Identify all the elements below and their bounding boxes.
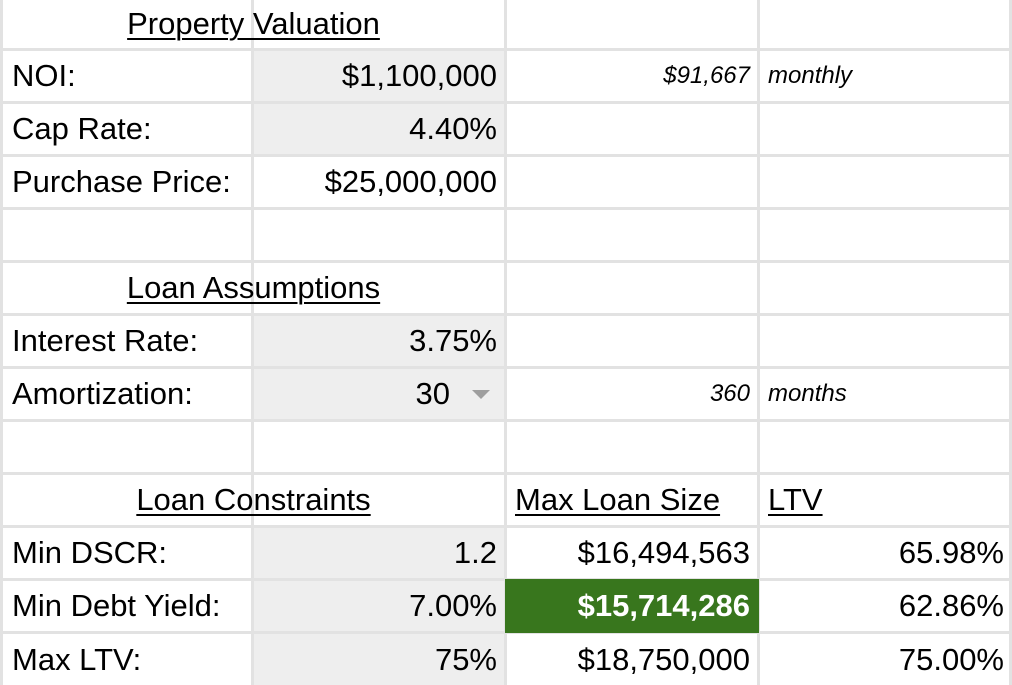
ltv-max-loan-cell[interactable]: $18,750,000	[507, 634, 757, 685]
amortization-months-label-cell[interactable]: months	[760, 369, 1009, 419]
ltv-ltv-cell[interactable]: 75.00%	[760, 634, 1012, 685]
noi-monthly-value: $91,667	[663, 62, 750, 89]
interest-rate-value: 3.75%	[409, 323, 497, 358]
noi-value: $1,100,000	[341, 58, 497, 93]
dscr-max-loan-value: $16,494,563	[577, 535, 750, 570]
dscr-ltv-cell[interactable]: 65.98%	[760, 528, 1012, 578]
amortization-months-value: 360	[709, 380, 750, 407]
max-ltv-input-cell[interactable]: 75%	[254, 634, 504, 685]
dscr-ltv-value: 65.98%	[898, 535, 1004, 570]
gridline	[0, 313, 1012, 316]
debt-yield-max-loan-value: $15,714,286	[577, 588, 750, 623]
noi-label-cell[interactable]: NOI:	[3, 51, 251, 101]
gridline	[0, 260, 1012, 263]
min-dscr-input-cell[interactable]: 1.2	[254, 528, 504, 578]
debt-yield-ltv-value: 62.86%	[898, 588, 1004, 623]
min-debt-yield-value: 7.00%	[409, 588, 497, 623]
amortization-value: 30	[415, 376, 450, 411]
property-valuation-header: Property Valuation	[127, 6, 380, 41]
ltv-ltv-value: 75.00%	[898, 641, 1004, 677]
gridline	[0, 419, 1012, 422]
debt-yield-ltv-cell[interactable]: 62.86%	[760, 581, 1012, 631]
interest-rate-input-cell[interactable]: 3.75%	[254, 316, 504, 366]
noi-monthly-label: monthly	[768, 62, 853, 89]
amortization-months-cell[interactable]: 360	[507, 369, 757, 419]
ltv-header-cell[interactable]: LTV	[760, 475, 1009, 525]
gridline	[0, 154, 1012, 157]
loan-assumptions-header-cell[interactable]: Loan Assumptions	[3, 263, 504, 313]
gridline	[0, 366, 1012, 369]
gridline	[0, 472, 1012, 475]
gridline	[757, 0, 760, 685]
min-debt-yield-label: Min Debt Yield:	[12, 588, 221, 623]
ltv-header: LTV	[768, 482, 823, 517]
cap-rate-label-cell[interactable]: Cap Rate:	[3, 104, 251, 154]
interest-rate-label: Interest Rate:	[12, 323, 199, 358]
purchase-price-value: $25,000,000	[324, 164, 497, 199]
purchase-price-cell[interactable]: $25,000,000	[254, 157, 504, 207]
noi-monthly-label-cell[interactable]: monthly	[760, 51, 1009, 101]
gridline	[0, 207, 1012, 210]
min-dscr-value: 1.2	[453, 535, 497, 570]
max-ltv-value: 75%	[434, 641, 497, 677]
noi-input-cell[interactable]: $1,100,000	[254, 51, 504, 101]
noi-monthly-cell[interactable]: $91,667	[507, 51, 757, 101]
max-loan-size-header: Max Loan Size	[515, 482, 721, 517]
max-ltv-label: Max LTV:	[12, 641, 142, 677]
gridline	[251, 0, 254, 685]
debt-yield-max-loan-highlight-cell[interactable]: $15,714,286	[505, 579, 759, 633]
amortization-label: Amortization:	[12, 376, 193, 411]
amortization-months-label: months	[768, 380, 847, 407]
gridline	[1009, 0, 1012, 685]
noi-label: NOI:	[12, 58, 76, 93]
purchase-price-label-cell[interactable]: Purchase Price:	[3, 157, 251, 207]
ltv-max-loan-value: $18,750,000	[577, 641, 750, 677]
min-dscr-label: Min DSCR:	[12, 535, 168, 570]
max-loan-size-header-cell[interactable]: Max Loan Size	[507, 475, 757, 525]
table-row-label-cell[interactable]: Max LTV:	[3, 634, 251, 685]
gridline	[0, 0, 3, 685]
gridline	[504, 0, 507, 685]
dscr-max-loan-cell[interactable]: $16,494,563	[507, 528, 757, 578]
chevron-down-icon[interactable]	[472, 389, 490, 399]
loan-assumptions-header: Loan Assumptions	[126, 270, 381, 305]
cap-rate-value: 4.40%	[409, 111, 497, 146]
amortization-label-cell[interactable]: Amortization:	[3, 369, 251, 419]
table-row-label-cell[interactable]: Min Debt Yield:	[3, 581, 251, 631]
loan-constraints-header-cell[interactable]: Loan Constraints	[3, 475, 504, 525]
gridline	[0, 48, 1012, 51]
loan-constraints-header: Loan Constraints	[136, 482, 371, 517]
property-valuation-header-cell[interactable]: Property Valuation	[3, 0, 504, 48]
gridline	[0, 101, 1012, 104]
min-debt-yield-input-cell[interactable]: 7.00%	[254, 581, 504, 631]
purchase-price-label: Purchase Price:	[12, 164, 231, 199]
interest-rate-label-cell[interactable]: Interest Rate:	[3, 316, 251, 366]
cap-rate-input-cell[interactable]: 4.40%	[254, 104, 504, 154]
table-row-label-cell[interactable]: Min DSCR:	[3, 528, 251, 578]
cap-rate-label: Cap Rate:	[12, 111, 152, 146]
gridline	[0, 525, 1012, 528]
amortization-dropdown[interactable]: 30	[254, 369, 504, 419]
